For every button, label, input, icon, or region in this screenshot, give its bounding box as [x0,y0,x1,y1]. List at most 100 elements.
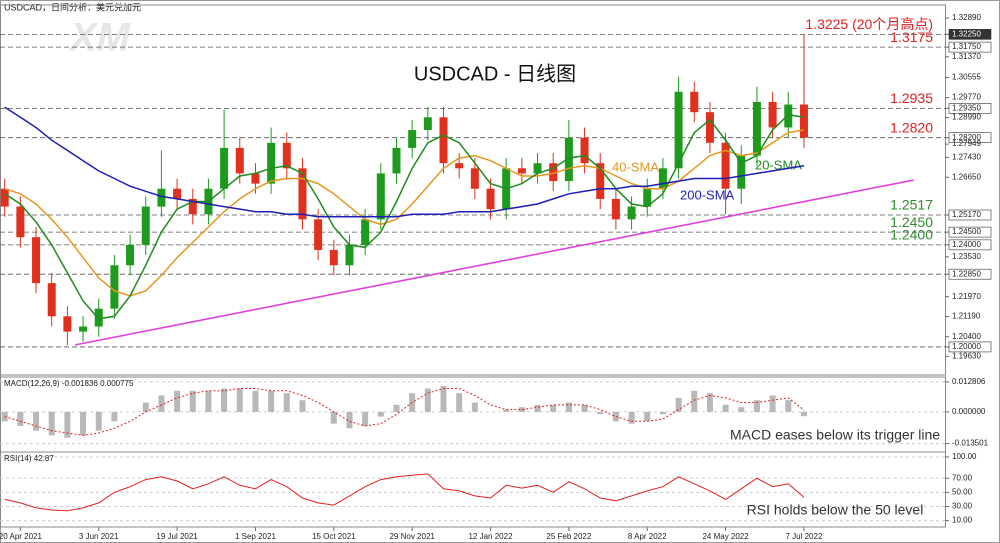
candle-body [110,265,119,309]
watermark: XM [68,16,132,60]
x-tick-label: 12 Jan 2022 [468,532,513,541]
candle-body [94,308,103,327]
macd-bar [503,409,510,412]
y-tick-label: 1.21970 [952,292,981,301]
macd-bar [268,390,275,412]
macd-bar [424,388,431,412]
candle-body [251,173,260,184]
candle-body [580,137,589,164]
candle-body [799,104,808,138]
sma-line [4,129,805,297]
level-label: 1.2517 [890,197,933,213]
candle-body [408,130,417,148]
candle-body [705,112,714,143]
indicator-name: RSI(14) [4,454,32,463]
macd-bar [174,390,181,412]
y-tick-label: 1.20000 [952,342,981,351]
macd-bar [111,411,118,422]
tick-box [948,239,992,251]
candle-body [141,206,150,245]
signal-line [4,388,805,436]
last-value: 42.87 [34,454,55,463]
candle-body [188,198,197,215]
macd-bar [440,386,447,412]
panel-header: RSI(14) 42.87 [4,454,54,463]
macd-bar [252,390,259,412]
x-tick-label: 24 May 2022 [702,532,749,541]
y-tick-label: 1.22850 [952,269,981,278]
y-tick-label: 0.000000 [952,407,986,416]
level-label: 1.2450 [890,214,933,230]
macd-bar [393,404,400,412]
candle-body [784,104,793,128]
macd-bar [628,411,635,424]
candle-body [455,163,464,169]
candle-body [63,316,72,332]
last-signal: 0.000775 [100,379,134,388]
macd-bar [565,402,572,412]
candle-body [533,163,542,174]
candle-body [752,101,761,156]
panel [0,4,946,376]
macd-bar [80,411,87,436]
macd-bar [299,400,306,412]
candle-body [173,188,182,199]
macd-bar [691,390,698,412]
macd-bar [675,397,682,412]
y-tick-label: 1.31370 [952,52,981,61]
macd-bar [738,407,745,412]
sma-line [4,113,805,320]
y-tick-label: 1.19630 [952,351,981,360]
x-tick-label: 25 Feb 2022 [546,532,591,541]
legend-label: 200-SMA [680,187,735,202]
candle-body [643,188,652,207]
y-tick-label: 1.27430 [952,152,981,161]
candle-body [345,244,354,266]
last-value: -0.001836 [62,379,99,388]
candle-body [517,168,526,174]
candle-body [16,206,25,238]
candle-body [0,188,9,207]
header: USDCAD，日间分析：美元兑加元 [4,1,141,12]
y-tick-label: 1.24000 [952,240,981,249]
level-label: 1.2400 [890,227,933,243]
macd-bar [769,395,776,412]
macd-bar [753,400,760,412]
x-tick-label: 19 Jul 2021 [156,532,198,541]
candle-body [564,137,573,182]
y-tick-label: 1.32250 [952,29,981,38]
candle-body [674,91,683,169]
macd-bar [550,404,557,412]
y-tick-label: 1.29770 [952,93,981,102]
macd-bar [518,407,525,412]
candle-body [220,147,229,189]
y-tick-label: 1.26650 [952,172,981,181]
y-tick-label: 70.00 [952,473,973,482]
y-tick-label: 1.27949 [952,139,981,148]
candle-body [596,163,605,199]
candle-body [721,142,730,189]
y-tick-label: 1.29350 [952,103,981,112]
y-tick-label: 50.00 [952,487,973,496]
macd-bar [722,404,729,412]
macd-bar [581,404,588,412]
y-tick-label: 1.24500 [952,227,981,236]
macd-bar [706,393,713,412]
macd-bar [534,404,541,412]
candle-body [470,168,479,189]
level-label: 1.2935 [890,90,933,106]
level-label: 1.2820 [890,119,933,135]
y-tick-label: 1.32890 [952,13,981,22]
tick-box [948,132,992,143]
candle-body [549,163,558,182]
y-tick-label: 1.20400 [952,332,981,341]
candle-body [376,173,385,220]
macd-bar [221,388,228,412]
y-tick-label: 0.012806 [952,377,986,386]
panel [0,451,946,528]
x-tick-label: 8 Apr 2022 [628,532,667,541]
macd-bar [597,411,604,415]
y-tick-label: 100.00 [952,452,977,461]
